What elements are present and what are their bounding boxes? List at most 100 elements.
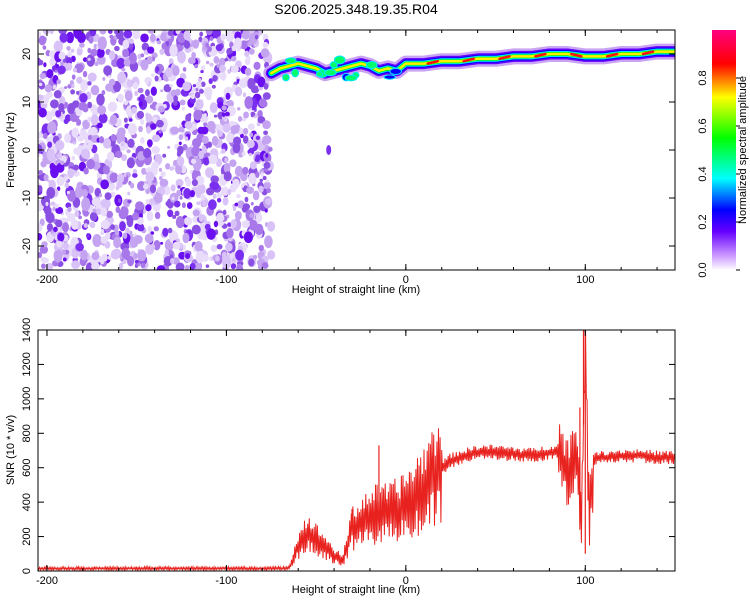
spectrogram-noise-blob	[120, 243, 126, 250]
spectrogram-noise-blob	[227, 222, 232, 227]
spectrogram-noise-blob	[118, 262, 124, 270]
spectrogram-noise-blob	[135, 201, 144, 211]
spectrogram-noise-blob	[248, 48, 255, 55]
spectrogram-noise-blob	[53, 248, 63, 263]
spectrogram-noise-blob	[139, 93, 145, 101]
signal-knot	[284, 57, 297, 65]
spectrogram-noise-blob	[38, 223, 43, 233]
spectrogram-noise-blob	[199, 89, 204, 94]
spectrogram-noise-blob	[145, 89, 150, 97]
spectrogram-noise-blob	[260, 172, 264, 177]
spectrogram-noise-blob	[71, 100, 80, 108]
spectrogram-noise-blob	[49, 162, 56, 171]
spectrogram-noise-blob	[163, 255, 173, 267]
spectrogram-noise-blob	[189, 190, 196, 198]
spectrogram-noise-blob	[45, 110, 53, 122]
spectrogram-noise-blob	[153, 240, 161, 251]
spectrogram-noise-blob	[159, 176, 163, 181]
spectrogram-noise-blob	[192, 84, 197, 88]
spectrogram-noise-blob	[227, 69, 232, 74]
spectrogram-noise-blob	[205, 187, 215, 196]
spectrogram-noise-blob	[51, 232, 56, 237]
spectrogram-noise-blob	[106, 151, 115, 162]
spectrogram-noise-blob	[191, 224, 201, 235]
spectrogram-noise-blob	[255, 135, 261, 140]
spectrogram-noise-blob	[267, 221, 276, 232]
spectrogram-noise-blob	[145, 113, 153, 123]
spectrogram-noise-blob	[110, 224, 116, 230]
spectrogram-noise-blob	[129, 230, 133, 235]
y-tick-label: 200	[21, 527, 33, 545]
spectrogram-noise-blob	[87, 134, 92, 141]
spectrogram-noise-blob	[82, 57, 88, 62]
spectrogram-noise-blob	[75, 186, 83, 199]
spectrogram-noise-blob	[223, 162, 231, 173]
spectrogram-noise-blob	[45, 263, 54, 270]
spectrogram-noise-blob	[87, 57, 91, 61]
spectrogram-noise-blob	[242, 135, 249, 144]
spectrogram-noise-blob	[75, 242, 84, 252]
spectrogram-noise-blob	[232, 207, 237, 212]
spectrogram-noise-blob	[224, 157, 228, 163]
spectrogram-noise-blob	[75, 109, 83, 117]
spectrogram-noise-blob	[257, 110, 263, 118]
spectrogram-noise-blob	[197, 183, 206, 195]
spectrogram-noise-blob	[55, 110, 62, 118]
spectrogram-noise-blob	[248, 152, 252, 157]
spectrogram-noise-blob	[81, 189, 88, 198]
spectrogram-noise-blob	[225, 133, 235, 143]
spectrogram-noise-blob	[230, 263, 236, 270]
signal-ridge-peak	[641, 50, 655, 56]
spectrogram-noise-blob	[213, 114, 218, 118]
spectrogram-noise-blob	[87, 81, 92, 86]
spectrogram-noise-blob	[89, 126, 98, 136]
spectrogram-noise-blob	[96, 93, 105, 106]
spectrogram-noise-blob	[265, 153, 269, 158]
spectrogram-noise-blob	[222, 209, 227, 216]
spectrogram-noise-blob	[227, 188, 232, 196]
spectrogram-noise-blob	[115, 30, 124, 40]
spectrogram-noise-blob	[149, 104, 154, 109]
spectrogram-noise-blob	[205, 167, 215, 178]
spectrogram-noise-blob	[197, 77, 202, 83]
spectrogram-noise-blob	[82, 70, 88, 78]
spectrogram-noise-blob	[126, 79, 134, 88]
spectrogram-noise-blob	[174, 210, 180, 217]
spectrogram-noise-blob	[38, 82, 43, 87]
spectrogram-noise-blob	[117, 93, 124, 104]
spectrogram-noise-blob	[162, 153, 167, 158]
spectrogram-noise-blob	[242, 127, 249, 135]
spectrogram-noise-blob	[100, 219, 110, 230]
snr-ylabel: SNR (10 * v/v)	[5, 415, 17, 485]
spectrogram-noise-blob	[156, 40, 162, 45]
spectrogram-noise-blob	[103, 65, 113, 76]
signal-knot	[365, 60, 378, 70]
spectrogram-noise-blob	[100, 229, 105, 234]
signal-ridge-peak	[570, 52, 583, 58]
spectrogram-noise-blob	[38, 185, 43, 193]
spectrogram-noise-blob	[185, 253, 191, 260]
x-tick-label: 0	[403, 274, 409, 286]
spectrogram-noise-blob	[160, 241, 164, 245]
spectrogram-noise-blob	[262, 92, 271, 100]
spectrogram-noise-blob	[179, 124, 183, 128]
spectrogram-noise-blob	[119, 221, 126, 232]
spectrogram-noise-blob	[207, 141, 212, 148]
spectrogram-noise-blob	[54, 203, 60, 209]
spectrogram-noise-blob	[259, 178, 263, 183]
spectrogram-noise-blob	[194, 91, 201, 99]
spectrogram-noise-blob	[156, 265, 166, 270]
spectrogram-noise-blob	[125, 227, 130, 234]
spectrogram-xlabel: Height of straight line (km)	[292, 284, 420, 296]
spectrogram-noise-blob	[67, 46, 71, 52]
x-tick-label: -200	[36, 575, 58, 587]
spectrogram-noise-blob	[78, 102, 88, 111]
spectrogram-noise-blob	[198, 36, 203, 43]
signal-ridge-peak	[605, 52, 619, 58]
spectrogram-noise-blob	[231, 258, 236, 263]
spectrogram-noise-blob	[123, 117, 128, 123]
signal-knot	[383, 74, 396, 80]
spectrogram-noise-blob	[126, 157, 135, 169]
spectrogram-noise-blob	[46, 223, 54, 232]
spectrogram-noise-blob	[58, 103, 65, 113]
